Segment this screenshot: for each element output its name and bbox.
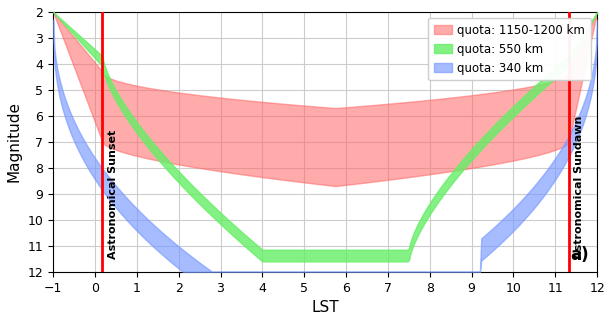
Text: Astronomical Sundawn: Astronomical Sundawn [573,115,584,259]
Y-axis label: Magnitude: Magnitude [7,101,22,182]
Legend: quota: 1150-1200 km, quota: 550 km, quota: 340 km: quota: 1150-1200 km, quota: 550 km, quot… [428,18,591,80]
X-axis label: LST: LST [312,300,339,315]
Text: a): a) [570,246,589,264]
Text: Astronomical Sunset: Astronomical Sunset [108,129,118,259]
